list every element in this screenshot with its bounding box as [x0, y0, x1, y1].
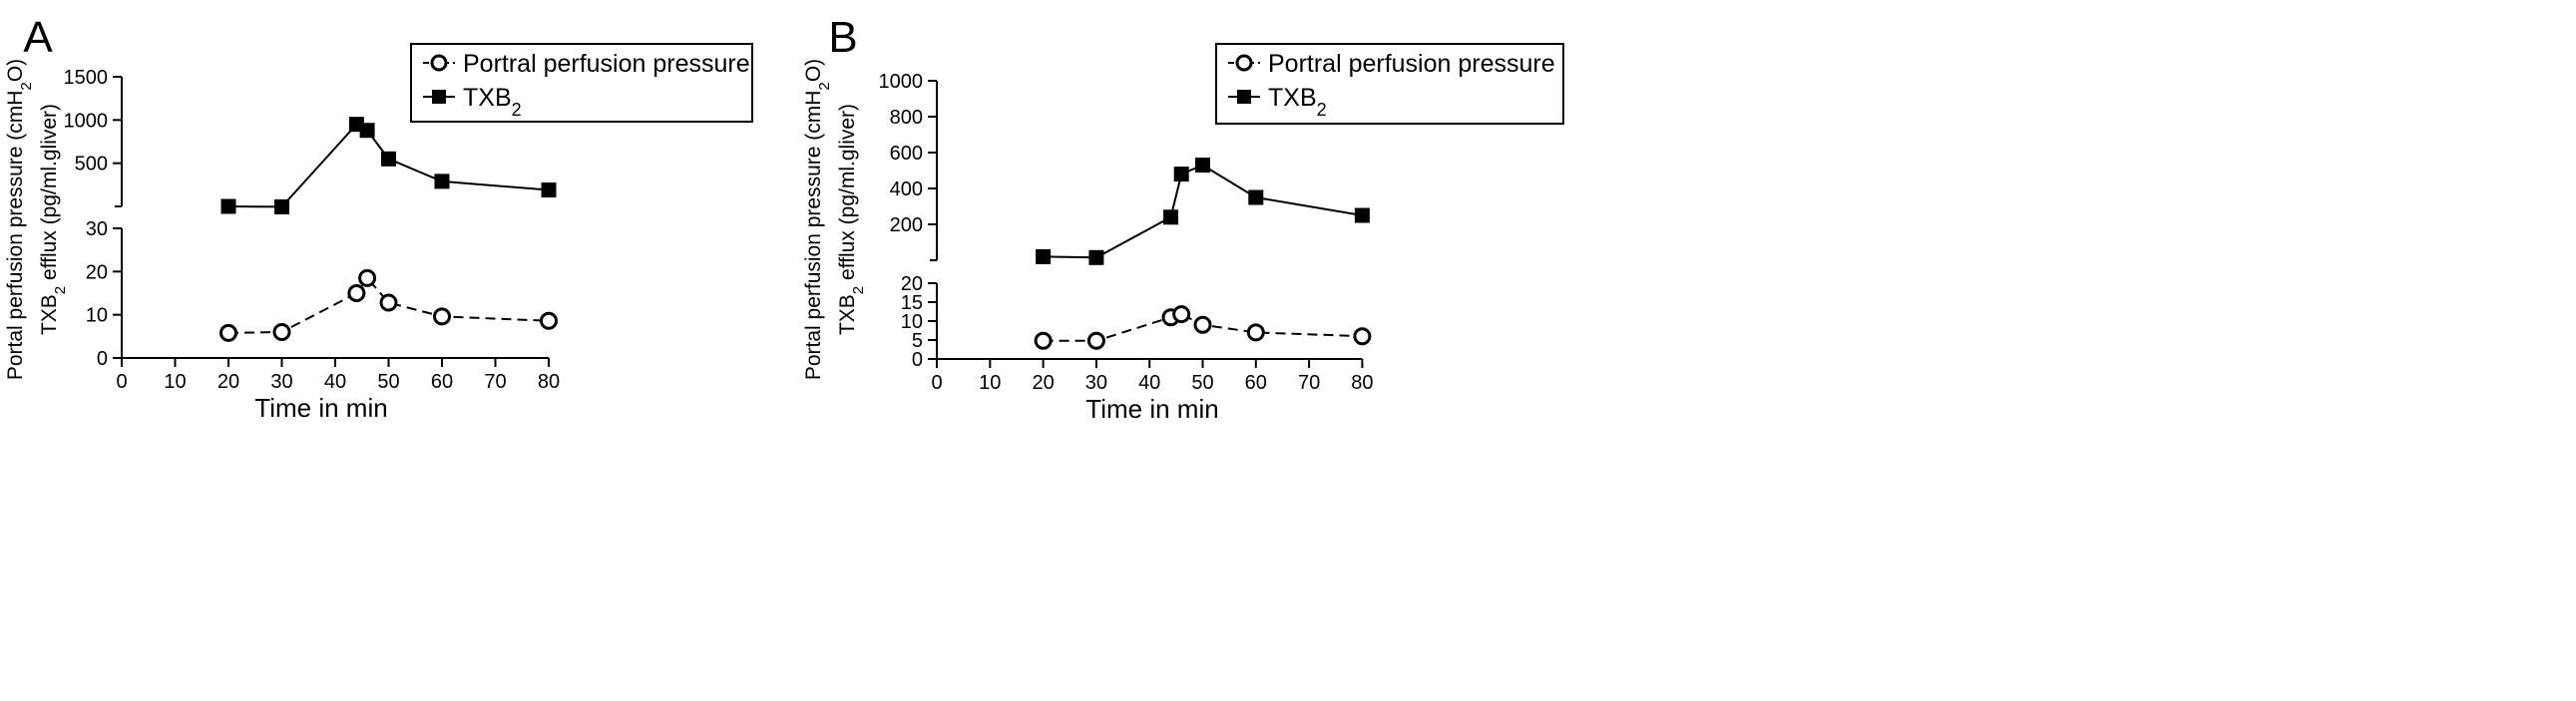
legend-marker-circle [430, 54, 448, 72]
series-txb2 [1036, 158, 1370, 265]
legend-marker-square [1237, 90, 1251, 104]
series-line [1043, 164, 1363, 259]
data-point-circle [1193, 315, 1212, 334]
lower-y-tick-label: 0 [97, 348, 108, 370]
legend-entry: Portral perfusion pressure [463, 50, 750, 78]
data-point-circle [219, 323, 237, 342]
y-axis-label-pressure: Portal perfusion pressure (cmH2O) [4, 59, 35, 380]
lower-y-tick-label: 20 [86, 261, 108, 283]
legend-box [1215, 43, 1564, 125]
x-tick-label: 50 [377, 371, 399, 393]
data-point-square [1354, 207, 1370, 223]
x-tick-label: 30 [1085, 372, 1107, 394]
x-tick-label: 60 [431, 371, 453, 393]
data-point-circle [1172, 305, 1191, 324]
legend-entry: Portral perfusion pressure [1268, 50, 1555, 78]
y-axis-label-txb2: TXB2 efflux (pg/ml.gliver) [38, 104, 69, 335]
x-tick-label: 40 [1138, 372, 1160, 394]
x-tick-label: 10 [979, 372, 1001, 394]
data-point-circle [272, 323, 291, 341]
legend-box [410, 43, 753, 123]
data-point-circle [1086, 331, 1105, 350]
data-point-square [1195, 158, 1210, 174]
data-point-circle [358, 268, 377, 287]
panel-label: A [23, 13, 53, 62]
series-txb2 [220, 117, 557, 214]
data-point-square [274, 198, 289, 214]
upper-y-tick-label: 400 [890, 178, 923, 200]
x-tick-label: 10 [164, 371, 186, 393]
data-point-square [1036, 248, 1052, 264]
x-tick-label: 20 [1032, 372, 1054, 394]
data-point-square [1248, 189, 1264, 205]
data-point-circle [1353, 327, 1372, 346]
upper-y-tick-label: 1000 [879, 71, 924, 93]
x-tick-label: 20 [217, 371, 239, 393]
data-point-square [359, 123, 375, 139]
series-pressure [1034, 305, 1372, 350]
upper-y-tick-label: 1500 [64, 67, 109, 89]
upper-y-tick-label: 800 [890, 107, 923, 129]
data-point-circle [347, 284, 366, 302]
x-tick-label: 0 [931, 372, 942, 394]
y-axis-label-txb2: TXB2 efflux (pg/ml.gliver) [836, 104, 867, 335]
upper-y-tick-label: 500 [75, 154, 108, 175]
data-point-square [381, 151, 396, 167]
legend-marker-square [432, 90, 446, 104]
x-tick-label: 70 [1298, 372, 1320, 394]
x-tick-label: 30 [270, 371, 292, 393]
lower-y-tick-label: 0 [912, 349, 923, 371]
panel-label: B [828, 13, 857, 62]
data-point-circle [433, 307, 451, 326]
upper-y-tick-label: 1000 [64, 110, 109, 132]
x-tick-label: 40 [324, 371, 346, 393]
lower-y-tick-label: 15 [901, 292, 923, 314]
y-axis-label-pressure: Portal perfusion pressure (cmH2O) [802, 59, 833, 380]
lower-y-tick-label: 10 [901, 311, 923, 333]
x-tick-label: 0 [116, 371, 127, 393]
legend-marker-circle [1235, 54, 1253, 72]
upper-y-tick-label: 600 [890, 143, 923, 165]
x-tick-label: 80 [538, 371, 560, 393]
x-tick-label: 80 [1351, 372, 1373, 394]
data-point-square [1163, 209, 1179, 225]
data-point-circle [1246, 323, 1265, 342]
data-point-square [1173, 167, 1189, 182]
data-point-circle [1034, 331, 1053, 350]
chart-panel-a: A 0 10 20 30 40 50 60 70 80 Time in min 500 1000 1500… [4, 13, 753, 423]
data-point-circle [540, 311, 558, 330]
upper-y-tick-label: 200 [890, 214, 923, 236]
x-tick-label: 70 [484, 371, 506, 393]
x-axis-label: Time in min [1085, 394, 1218, 424]
lower-y-tick-label: 30 [86, 218, 108, 240]
lower-y-tick-label: 5 [912, 330, 923, 352]
data-point-square [434, 174, 450, 189]
x-axis-label: Time in min [254, 393, 387, 423]
data-point-square [1088, 249, 1104, 265]
data-point-square [541, 182, 557, 198]
lower-y-tick-label: 10 [86, 305, 108, 327]
data-point-circle [379, 293, 398, 312]
x-tick-label: 50 [1191, 372, 1213, 394]
x-tick-label: 60 [1245, 372, 1267, 394]
lower-y-tick-label: 20 [901, 273, 923, 295]
data-point-square [220, 198, 236, 214]
series-pressure [219, 268, 558, 342]
